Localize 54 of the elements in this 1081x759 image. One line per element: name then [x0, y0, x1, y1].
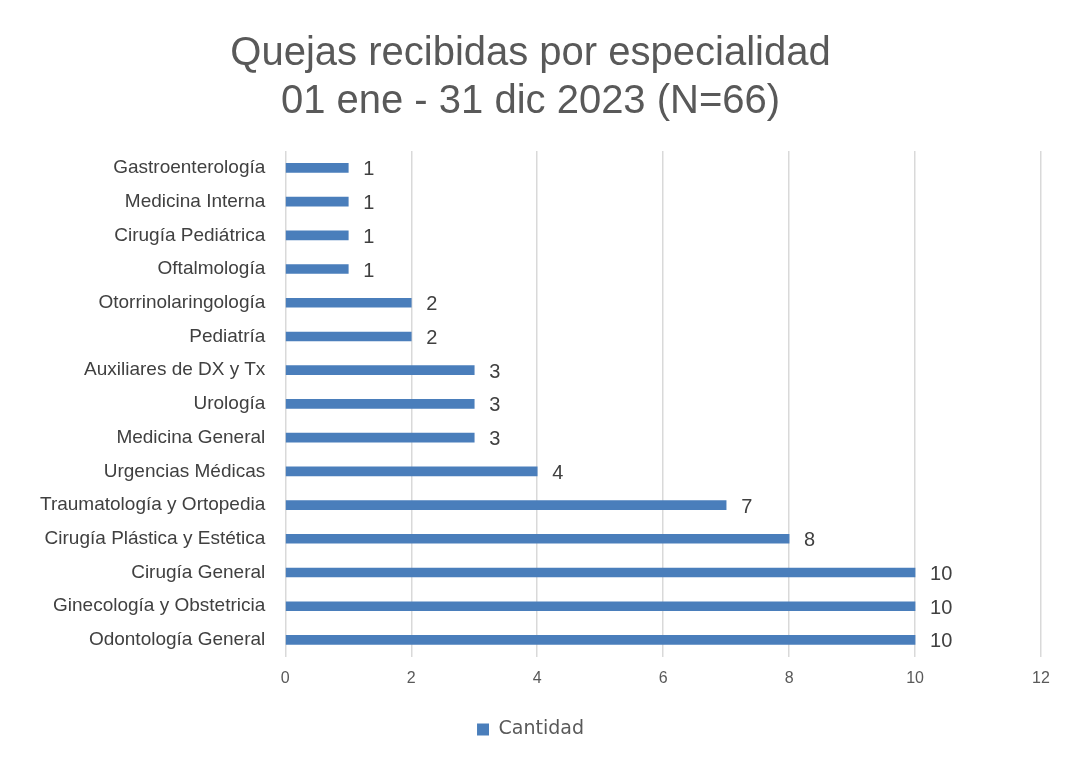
y-tick-label: Gastroenterología [113, 156, 266, 178]
y-tick-label: Urgencias Médicas [103, 459, 266, 481]
bar [285, 365, 475, 376]
bar [285, 230, 349, 241]
bar [285, 567, 916, 578]
bar [285, 163, 349, 173]
bar [285, 331, 412, 342]
bar [285, 635, 916, 645]
y-tick-label: Medicina General [116, 425, 266, 447]
y-tick-label: Cirugía General [131, 560, 266, 582]
y-tick-label: Cirugía Pediátrica [114, 223, 266, 245]
bar [285, 601, 916, 612]
bar [285, 533, 790, 544]
y-tick-label: Ginecología y Obstetricia [53, 594, 266, 616]
bar [285, 297, 412, 308]
data-label: 1 [363, 258, 375, 281]
data-label: 10 [930, 629, 953, 652]
data-label: 7 [741, 494, 753, 517]
x-tick-label: 0 [280, 668, 290, 686]
y-tick-label: Otorrinolaringología [98, 290, 266, 312]
data-label: 10 [930, 595, 953, 618]
y-tick-label: Odontología General [88, 628, 266, 650]
x-tick-label: 2 [406, 668, 416, 686]
data-label: 10 [930, 562, 953, 585]
data-label: 1 [363, 191, 375, 214]
data-label: 2 [426, 292, 438, 315]
data-label: 1 [363, 224, 375, 247]
x-tick-label: 6 [658, 668, 668, 686]
x-tick-label: 8 [784, 668, 794, 686]
bar [285, 196, 349, 207]
x-tick-label: 10 [906, 668, 925, 686]
bar [285, 432, 475, 443]
y-tick-label: Auxiliares de DX y Tx [84, 358, 266, 380]
y-tick-label: Pediatría [189, 324, 266, 346]
x-tick-label: 4 [532, 668, 542, 686]
legend-label: Cantidad [498, 716, 584, 739]
chart-title: Quejas recibidas por especialidad 01 ene - 31 dic 2023 (N=66) [230, 29, 831, 122]
bar [285, 500, 727, 510]
data-label: 8 [804, 528, 816, 551]
data-label: 3 [489, 393, 501, 416]
y-tick-label: Traumatología y Ortopedia [39, 493, 266, 515]
data-label: 3 [489, 359, 501, 382]
bar [285, 264, 349, 274]
data-label: 4 [552, 460, 564, 483]
x-tick-label: 12 [1032, 668, 1050, 686]
bar [285, 466, 538, 477]
y-tick-label: Medicina Interna [124, 189, 266, 211]
y-tick-label: Cirugía Plástica y Estética [44, 527, 266, 549]
y-tick-label: Oftalmología [157, 257, 266, 279]
data-label: 2 [426, 325, 438, 348]
data-label: 1 [363, 157, 375, 180]
y-tick-label: Urología [193, 392, 266, 414]
bar [285, 399, 475, 409]
data-label: 3 [489, 427, 501, 450]
